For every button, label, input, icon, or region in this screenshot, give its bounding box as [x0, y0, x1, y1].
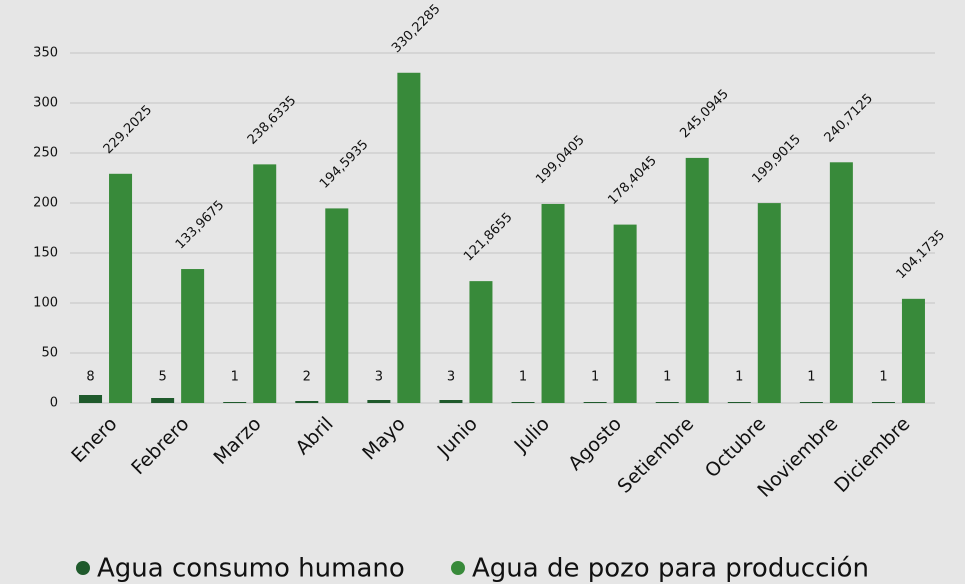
x-tick-label: Mayo — [358, 413, 410, 465]
bar — [685, 157, 709, 403]
data-label: 2 — [303, 370, 311, 385]
data-label: 1 — [231, 370, 239, 385]
y-tick-label: 50 — [41, 346, 58, 361]
legend-label: Agua consumo humano — [97, 554, 405, 584]
y-tick-label: 300 — [33, 96, 58, 111]
bar — [397, 72, 421, 404]
bar — [901, 298, 925, 403]
bar — [295, 401, 319, 403]
data-label: 229,2025 — [101, 103, 155, 157]
bar — [439, 400, 463, 403]
data-label: 5 — [158, 370, 166, 385]
data-label: 1 — [663, 370, 671, 385]
y-tick-label: 0 — [50, 396, 58, 411]
data-label: 240,7125 — [822, 91, 876, 145]
data-label: 133,9675 — [173, 198, 227, 252]
data-label: 238,6335 — [245, 93, 299, 147]
bar — [871, 402, 895, 403]
bar — [79, 395, 103, 403]
data-label: 1 — [519, 370, 527, 385]
data-label: 330,2285 — [389, 2, 443, 56]
bar — [541, 203, 565, 403]
x-tick-label: Enero — [67, 413, 121, 467]
bar — [325, 208, 349, 403]
bar — [799, 402, 823, 403]
data-label: 199,9015 — [749, 132, 803, 186]
bar — [469, 281, 493, 403]
data-label: 199,0405 — [533, 133, 587, 187]
bar — [223, 402, 247, 403]
bar — [151, 398, 175, 403]
data-label: 1 — [591, 370, 599, 385]
data-label: 194,5935 — [317, 137, 371, 191]
bar — [613, 224, 637, 403]
y-tick-label: 100 — [33, 296, 58, 311]
data-label: 121,8655 — [461, 210, 515, 264]
data-label: 1 — [879, 370, 887, 385]
data-label: 1 — [807, 370, 815, 385]
bar — [757, 203, 781, 403]
x-tick-label: Abril — [291, 413, 337, 459]
bar — [181, 269, 205, 403]
legend-marker — [451, 561, 465, 575]
bar — [511, 402, 535, 403]
x-tick-label: Setiembre — [613, 413, 698, 498]
data-label: 8 — [86, 370, 94, 385]
data-label: 1 — [735, 370, 743, 385]
x-tick-label: Agosto — [564, 413, 626, 475]
x-tick-label: Marzo — [209, 413, 265, 469]
legend-marker — [76, 561, 90, 575]
x-tick-label: Febrero — [127, 413, 193, 479]
x-tick-label: Octubre — [701, 413, 770, 482]
x-tick-label: Diciembre — [830, 413, 914, 497]
data-label: 3 — [447, 370, 455, 385]
bar — [829, 162, 853, 403]
bar — [109, 173, 133, 403]
y-tick-label: 350 — [33, 46, 58, 61]
legend-label: Agua de pozo para producción — [472, 554, 869, 584]
bar — [583, 402, 607, 403]
bar — [367, 400, 391, 403]
bar — [655, 402, 679, 403]
y-tick-label: 150 — [33, 246, 58, 261]
y-tick-label: 250 — [33, 146, 58, 161]
data-label: 3 — [375, 370, 383, 385]
data-label: 104,1735 — [894, 228, 948, 282]
data-label: 245,0945 — [677, 87, 731, 141]
y-tick-label: 200 — [33, 196, 58, 211]
x-tick-label: Julio — [510, 413, 554, 457]
data-label: 178,4045 — [605, 153, 659, 207]
bar — [253, 164, 277, 403]
bar — [727, 402, 751, 403]
x-tick-label: Junio — [433, 413, 482, 462]
